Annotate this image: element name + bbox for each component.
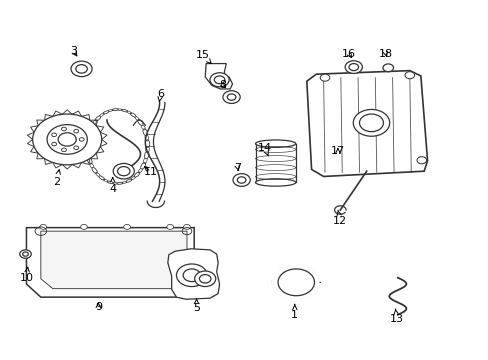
Polygon shape xyxy=(306,71,427,176)
Text: 1: 1 xyxy=(291,304,298,320)
Circle shape xyxy=(320,74,329,81)
Text: 5: 5 xyxy=(193,299,200,313)
Circle shape xyxy=(166,224,173,229)
Ellipse shape xyxy=(142,129,147,136)
Circle shape xyxy=(183,224,190,229)
Circle shape xyxy=(223,91,240,103)
Text: 6: 6 xyxy=(157,89,164,102)
Ellipse shape xyxy=(134,172,140,177)
Text: 8: 8 xyxy=(219,80,226,90)
Circle shape xyxy=(232,174,250,186)
Text: 11: 11 xyxy=(144,167,158,177)
Text: 15: 15 xyxy=(195,50,211,63)
Circle shape xyxy=(416,157,426,164)
Ellipse shape xyxy=(86,134,90,141)
Ellipse shape xyxy=(126,179,132,182)
Circle shape xyxy=(194,271,215,287)
Circle shape xyxy=(33,114,102,165)
Text: 13: 13 xyxy=(389,309,403,324)
Polygon shape xyxy=(167,249,219,299)
Circle shape xyxy=(345,61,362,73)
Circle shape xyxy=(352,109,389,136)
Circle shape xyxy=(382,64,393,72)
Polygon shape xyxy=(205,64,232,89)
Text: 2: 2 xyxy=(53,170,61,187)
Text: 16: 16 xyxy=(341,49,355,59)
Circle shape xyxy=(71,61,92,77)
Ellipse shape xyxy=(255,140,295,147)
Text: 3: 3 xyxy=(70,46,77,56)
Ellipse shape xyxy=(144,152,149,159)
Ellipse shape xyxy=(145,140,149,147)
Text: 9: 9 xyxy=(95,302,102,312)
Text: 18: 18 xyxy=(378,49,392,59)
Circle shape xyxy=(404,72,414,79)
Text: 7: 7 xyxy=(234,163,241,173)
Ellipse shape xyxy=(85,145,89,153)
Circle shape xyxy=(209,73,229,87)
Circle shape xyxy=(123,224,130,229)
Ellipse shape xyxy=(138,120,142,125)
Circle shape xyxy=(40,224,46,229)
Ellipse shape xyxy=(92,167,97,174)
Circle shape xyxy=(176,264,207,287)
Text: 17: 17 xyxy=(330,146,345,156)
Ellipse shape xyxy=(130,113,136,117)
Text: 12: 12 xyxy=(333,210,346,226)
Circle shape xyxy=(113,163,134,179)
Polygon shape xyxy=(26,228,194,297)
Polygon shape xyxy=(41,231,186,289)
Ellipse shape xyxy=(87,157,92,164)
Ellipse shape xyxy=(99,176,104,180)
Ellipse shape xyxy=(141,162,145,169)
Ellipse shape xyxy=(107,181,113,184)
Ellipse shape xyxy=(89,124,94,130)
Ellipse shape xyxy=(95,116,101,121)
Text: 14: 14 xyxy=(258,143,272,156)
Ellipse shape xyxy=(103,111,109,114)
Circle shape xyxy=(81,224,87,229)
Circle shape xyxy=(20,250,31,258)
Ellipse shape xyxy=(121,109,127,112)
Ellipse shape xyxy=(112,109,118,111)
Ellipse shape xyxy=(117,182,122,184)
Ellipse shape xyxy=(255,179,295,186)
Text: 4: 4 xyxy=(109,177,116,194)
Text: 10: 10 xyxy=(20,267,33,283)
